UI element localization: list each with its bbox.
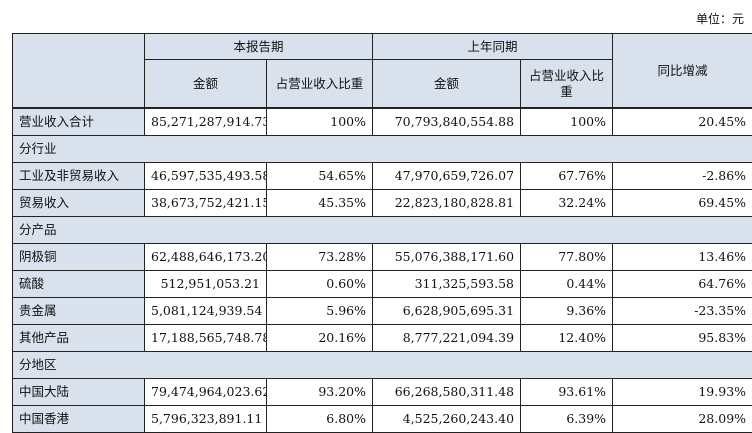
prior-share-cell: 9.36% [521, 298, 613, 325]
table-header: 本报告期 上年同期 同比增减 金额 占营业收入比重 金额 占营业收入比重 [13, 34, 752, 109]
change-cell: 95.83% [613, 325, 752, 352]
current-share-cell: 5.96% [267, 298, 373, 325]
prior-amount-cell: 70,793,840,554.88 [373, 108, 521, 136]
change-cell: 69.45% [613, 190, 752, 217]
row-label: 中国大陆 [13, 379, 145, 406]
row-label: 中国香港 [13, 406, 145, 433]
current-share-cell: 93.20% [267, 379, 373, 406]
row-label: 硫酸 [13, 271, 145, 298]
current-amount-cell: 5,081,124,939.54 [145, 298, 267, 325]
prior-share-cell: 6.39% [521, 406, 613, 433]
table-group-row: 分地区 [13, 352, 752, 379]
group-label: 分地区 [13, 352, 752, 379]
group-label: 分产品 [13, 217, 752, 244]
header-prior-period: 上年同期 [373, 34, 613, 60]
revenue-breakdown-table: 本报告期 上年同期 同比增减 金额 占营业收入比重 金额 占营业收入比重 营业收… [12, 33, 752, 433]
header-current-share: 占营业收入比重 [267, 60, 373, 109]
prior-amount-cell: 47,970,659,726.07 [373, 163, 521, 190]
current-share-cell: 100% [267, 108, 373, 136]
current-share-cell: 6.80% [267, 406, 373, 433]
prior-share-cell: 67.76% [521, 163, 613, 190]
prior-share-cell: 100% [521, 108, 613, 136]
current-amount-cell: 38,673,752,421.15 [145, 190, 267, 217]
change-cell: -23.35% [613, 298, 752, 325]
prior-amount-cell: 311,325,593.58 [373, 271, 521, 298]
change-cell: 28.09% [613, 406, 752, 433]
table-group-row: 分行业 [13, 136, 752, 163]
unit-label: 单位：元 [696, 10, 744, 27]
prior-amount-cell: 22,823,180,828.81 [373, 190, 521, 217]
current-share-cell: 45.35% [267, 190, 373, 217]
current-amount-cell: 62,488,646,173.20 [145, 244, 267, 271]
prior-share-cell: 93.61% [521, 379, 613, 406]
table-group-row: 分产品 [13, 217, 752, 244]
prior-amount-cell: 55,076,388,171.60 [373, 244, 521, 271]
current-share-cell: 0.60% [267, 271, 373, 298]
change-cell: 64.76% [613, 271, 752, 298]
change-cell: -2.86% [613, 163, 752, 190]
prior-amount-cell: 66,268,580,311.48 [373, 379, 521, 406]
current-amount-cell: 17,188,565,748.78 [145, 325, 267, 352]
row-label: 贸易收入 [13, 190, 145, 217]
row-label: 其他产品 [13, 325, 145, 352]
header-current-amount: 金额 [145, 60, 267, 109]
current-share-cell: 54.65% [267, 163, 373, 190]
prior-amount-cell: 8,777,221,094.39 [373, 325, 521, 352]
header-prior-amount: 金额 [373, 60, 521, 109]
current-amount-cell: 79,474,964,023.62 [145, 379, 267, 406]
header-current-period: 本报告期 [145, 34, 373, 60]
current-amount-cell: 46,597,535,493.58 [145, 163, 267, 190]
prior-share-cell: 32.24% [521, 190, 613, 217]
header-prior-share: 占营业收入比重 [521, 60, 613, 109]
change-cell: 20.45% [613, 108, 752, 136]
prior-share-cell: 77.80% [521, 244, 613, 271]
row-label: 贵金属 [13, 298, 145, 325]
prior-amount-cell: 6,628,905,695.31 [373, 298, 521, 325]
header-corner-cell [13, 34, 145, 109]
change-cell: 19.93% [613, 379, 752, 406]
current-share-cell: 20.16% [267, 325, 373, 352]
prior-share-cell: 12.40% [521, 325, 613, 352]
current-amount-cell: 512,951,053.21 [145, 271, 267, 298]
row-label: 工业及非贸易收入 [13, 163, 145, 190]
change-cell: 13.46% [613, 244, 752, 271]
row-label: 阴极铜 [13, 244, 145, 271]
prior-share-cell: 0.44% [521, 271, 613, 298]
row-label: 营业收入合计 [13, 108, 145, 136]
header-change: 同比增减 [613, 34, 752, 109]
current-amount-cell: 5,796,323,891.11 [145, 406, 267, 433]
prior-amount-cell: 4,525,260,243.40 [373, 406, 521, 433]
current-amount-cell: 85,271,287,914.73 [145, 108, 267, 136]
current-share-cell: 73.28% [267, 244, 373, 271]
group-label: 分行业 [13, 136, 752, 163]
